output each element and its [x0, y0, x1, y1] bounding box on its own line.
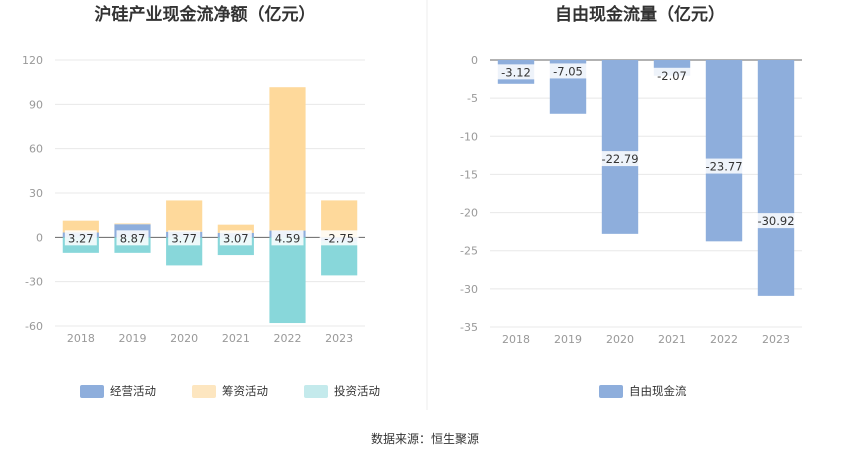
right-y-tick-label: -5 [467, 92, 478, 105]
left-data-label: 4.59 [275, 231, 301, 245]
left-data-label: -2.75 [324, 231, 354, 245]
right-data-label-bg [548, 63, 588, 79]
right-y-tick-label: -35 [460, 321, 478, 334]
right-data-label: -23.77 [705, 160, 742, 174]
right-x-tick-label: 2022 [710, 333, 738, 346]
right-data-label-bg [753, 213, 799, 229]
left-y-tick-label: 30 [29, 187, 43, 200]
right-bar-自由现金流-2023 [757, 60, 795, 296]
source-label: 数据来源：恒生聚源 [371, 431, 479, 446]
right-y-tick-label: -30 [460, 283, 478, 296]
left-bar-投资活动-2022 [269, 237, 306, 324]
left-x-tick-label: 2019 [119, 332, 147, 345]
left-x-tick-label: 2020 [170, 332, 198, 345]
right-y-tick-label: -15 [460, 168, 478, 181]
legend-label-经营活动[interactable]: 经营活动 [110, 384, 156, 398]
right-data-label: -30.92 [757, 214, 794, 228]
left-data-label-bg [168, 230, 201, 246]
left-y-tick-label: 0 [36, 231, 43, 244]
legend-swatch-自由现金流[interactable] [599, 385, 623, 398]
right-x-tick-label: 2019 [554, 333, 582, 346]
legend-label-投资活动[interactable]: 投资活动 [334, 384, 380, 398]
left-bar-投资活动-2023 [321, 241, 358, 276]
left-y-tick-label: 90 [29, 98, 43, 111]
right-data-label: -2.07 [657, 69, 687, 83]
left-y-tick-label: 60 [29, 143, 43, 156]
left-bar-筹资活动-2021 [217, 224, 254, 233]
left-y-tick-label: -30 [25, 276, 43, 289]
legend-swatch-筹资活动[interactable] [192, 385, 216, 398]
legend-swatch-投资活动[interactable] [304, 385, 328, 398]
left-legend: 经营活动 筹资活动 投资活动 [80, 384, 380, 398]
right-y-tick-label: -20 [460, 207, 478, 220]
left-data-label-bg [116, 230, 149, 246]
left-data-label-bg [319, 230, 359, 246]
right-x-tick-label: 2021 [658, 333, 686, 346]
left-chart-title: 沪硅产业现金流净额（亿元） [95, 4, 316, 25]
right-y-tick-label: 0 [471, 54, 478, 67]
left-data-label: 3.27 [68, 231, 94, 245]
left-data-label-bg [219, 230, 252, 246]
right-chart: -35 -30 -25 -20 -15 -10 -5 0 2018 -3.12 2019 -7.05 2… [460, 54, 802, 346]
left-x-tick-label: 2023 [325, 332, 353, 345]
right-data-label-bg [701, 158, 747, 174]
left-chart: -60 -30 0 30 60 90 120 2018 3.27 2019 8.87 2020 3.77… [22, 54, 365, 345]
left-data-label: 3.07 [223, 231, 249, 245]
left-x-tick-label: 2018 [67, 332, 95, 345]
legend-swatch-经营活动[interactable] [80, 385, 104, 398]
left-x-tick-label: 2021 [222, 332, 250, 345]
left-bar-筹资活动-2022 [269, 87, 306, 231]
right-x-tick-label: 2018 [502, 333, 530, 346]
right-bar-自由现金流-2020 [601, 60, 639, 234]
left-data-label-bg [271, 230, 304, 246]
right-data-label: -3.12 [501, 65, 531, 79]
legend-label-自由现金流[interactable]: 自由现金流 [629, 384, 687, 398]
left-bar-筹资活动-2018 [62, 220, 99, 233]
right-x-tick-label: 2020 [606, 333, 634, 346]
right-bar-自由现金流-2022 [705, 60, 743, 242]
right-data-label: -7.05 [553, 64, 583, 78]
right-x-tick-label: 2023 [762, 333, 790, 346]
left-data-label-bg [64, 230, 97, 246]
right-legend: 自由现金流 [599, 384, 687, 398]
right-chart-title: 自由现金流量（亿元） [555, 4, 725, 25]
left-data-label: 3.77 [171, 231, 197, 245]
left-y-tick-label: -60 [25, 320, 43, 333]
right-y-tick-label: -25 [460, 245, 478, 258]
left-bar-筹资活动-2019 [114, 223, 151, 225]
legend-label-筹资活动[interactable]: 筹资活动 [222, 384, 268, 398]
right-data-label-bg [597, 151, 643, 167]
left-data-label: 8.87 [120, 231, 146, 245]
right-data-label: -22.79 [601, 152, 638, 166]
left-bar-筹资活动-2020 [166, 200, 203, 232]
right-data-label-bg [652, 67, 692, 83]
left-y-tick-label: 120 [22, 54, 43, 67]
right-data-label-bg [496, 64, 536, 80]
left-x-tick-label: 2022 [274, 332, 302, 345]
right-y-tick-label: -10 [460, 130, 478, 143]
